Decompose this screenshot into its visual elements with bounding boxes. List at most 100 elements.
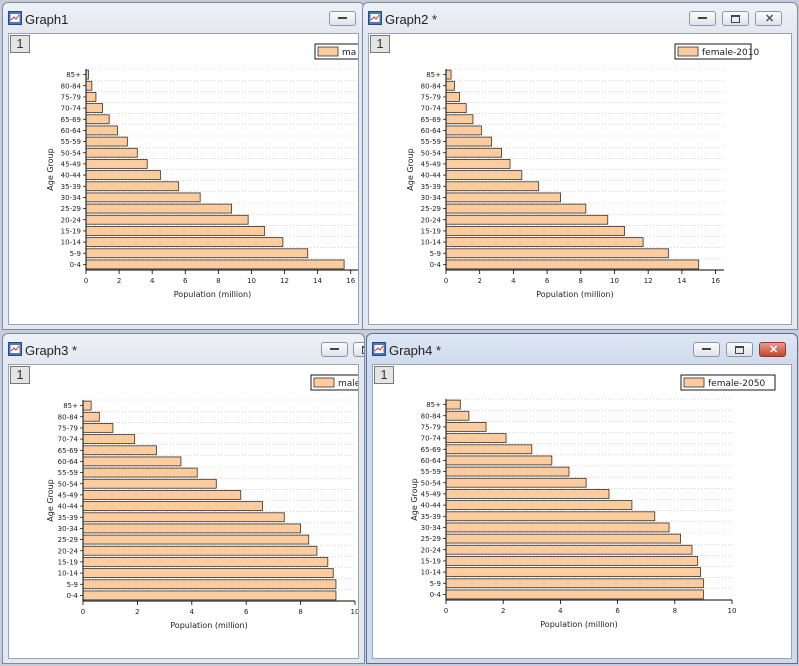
layer-indicator[interactable]: 1: [374, 366, 394, 384]
graph2-window[interactable]: Graph2 * ✕ 1 0-4 5-9 10-14 15-19 20-24 25-29 3…: [362, 2, 798, 330]
bar-5-9[interactable]: [85, 248, 309, 259]
bar-45-49[interactable]: [445, 159, 511, 169]
bar-55-59[interactable]: [85, 136, 128, 147]
bar-60-64[interactable]: [82, 456, 182, 467]
bar-75-79[interactable]: [82, 423, 114, 433]
bar-20-24[interactable]: [445, 214, 609, 225]
minimize-button[interactable]: [693, 342, 720, 357]
legend[interactable]: female-2010: [674, 43, 759, 60]
graph2-titlebar[interactable]: Graph2 * ✕: [363, 3, 797, 33]
layer-indicator[interactable]: 1: [370, 35, 390, 53]
bar-5-9[interactable]: [445, 578, 704, 589]
bar-35-39[interactable]: [445, 181, 540, 192]
bar-55-59[interactable]: [82, 467, 198, 478]
bar-15-19[interactable]: [82, 557, 329, 567]
bar-25-29[interactable]: [82, 534, 310, 545]
bar-65-69[interactable]: [445, 114, 474, 125]
bar-35-39[interactable]: [445, 511, 656, 522]
bar-75-79[interactable]: [85, 92, 97, 102]
graph1-window[interactable]: Graph1 1 0-4 5-9 10-14 15-19 20-24 25-29 30-34…: [2, 2, 365, 330]
bar-75-79[interactable]: [445, 92, 460, 102]
minimize-button[interactable]: [321, 342, 348, 357]
bar-30-34[interactable]: [445, 522, 670, 533]
graph3-client-area[interactable]: 1 0-4 5-9 10-14 15-19 20-24 25-29 30-34 35-39 40…: [8, 364, 359, 659]
legend[interactable]: male-: [310, 374, 359, 391]
bar-20-24[interactable]: [445, 544, 693, 555]
bar-60-64[interactable]: [445, 125, 482, 136]
maximize-button[interactable]: [353, 342, 364, 357]
bar-40-44[interactable]: [85, 170, 161, 180]
bar-45-49[interactable]: [82, 490, 242, 500]
bar-10-14[interactable]: [82, 568, 334, 578]
bar-10-14[interactable]: [445, 237, 644, 247]
bar-40-44[interactable]: [445, 500, 633, 510]
close-button[interactable]: ✕: [759, 342, 786, 357]
bar-80-84[interactable]: [445, 410, 470, 421]
bar-5-9[interactable]: [82, 579, 337, 590]
bar-40-44[interactable]: [82, 501, 263, 511]
bar-65-69[interactable]: [445, 444, 533, 455]
bar-50-54[interactable]: [445, 147, 502, 158]
bar-15-19[interactable]: [445, 226, 625, 236]
graph3-window[interactable]: Graph3 * 1 0-4 5-9 10-14 15-19 20-24 25-29 30-…: [2, 333, 365, 664]
bar-0-4[interactable]: [85, 259, 345, 270]
bar-60-64[interactable]: [445, 455, 553, 466]
bar-20-24[interactable]: [85, 214, 249, 225]
bar-70-74[interactable]: [445, 433, 507, 443]
bar-60-64[interactable]: [85, 125, 118, 136]
bar-30-34[interactable]: [85, 192, 201, 203]
bar-5-9[interactable]: [445, 248, 669, 259]
bar-85+[interactable]: [82, 400, 92, 411]
bar-45-49[interactable]: [445, 489, 610, 499]
bar-25-29[interactable]: [445, 203, 587, 214]
bar-80-84[interactable]: [85, 80, 93, 91]
minimize-button[interactable]: [329, 11, 356, 26]
bar-10-14[interactable]: [445, 567, 701, 577]
bar-35-39[interactable]: [82, 512, 285, 523]
bar-0-4[interactable]: [82, 590, 337, 601]
bar-55-59[interactable]: [445, 136, 492, 147]
graph2-client-area[interactable]: 1 0-4 5-9 10-14 15-19 20-24 25-29 30-34 35-39 40…: [368, 33, 792, 325]
bar-20-24[interactable]: [82, 545, 318, 556]
graph1-client-area[interactable]: 1 0-4 5-9 10-14 15-19 20-24 25-29 30-34 35-39 40…: [8, 33, 359, 325]
bar-15-19[interactable]: [445, 556, 699, 566]
bar-45-49[interactable]: [85, 159, 148, 169]
bar-25-29[interactable]: [85, 203, 233, 214]
bar-75-79[interactable]: [445, 422, 487, 432]
bar-30-34[interactable]: [82, 523, 302, 534]
bar-40-44[interactable]: [445, 170, 523, 180]
bar-50-54[interactable]: [445, 477, 587, 488]
graph4-titlebar[interactable]: Graph4 * ✕: [367, 334, 797, 364]
bar-65-69[interactable]: [82, 445, 157, 456]
bar-50-54[interactable]: [82, 478, 217, 489]
bar-85+[interactable]: [445, 399, 461, 410]
graph4-window[interactable]: Graph4 * ✕ 1 0-4 5-9 10-14 15-19 20-24 25-29 3…: [366, 333, 798, 664]
maximize-button[interactable]: [726, 342, 753, 357]
legend[interactable]: female-2050: [680, 374, 776, 391]
bar-30-34[interactable]: [445, 192, 561, 203]
bar-55-59[interactable]: [445, 466, 570, 477]
graph4-client-area[interactable]: 1 0-4 5-9 10-14 15-19 20-24 25-29 30-34 35-39 40…: [372, 364, 792, 659]
bar-15-19[interactable]: [85, 226, 266, 236]
graph1-titlebar[interactable]: Graph1: [3, 3, 364, 33]
graph3-titlebar[interactable]: Graph3 *: [3, 334, 364, 364]
minimize-button[interactable]: [689, 11, 716, 26]
bar-70-74[interactable]: [85, 103, 103, 113]
legend[interactable]: ma: [314, 43, 359, 60]
bar-0-4[interactable]: [445, 589, 704, 600]
bar-65-69[interactable]: [85, 114, 110, 125]
bar-70-74[interactable]: [82, 434, 136, 444]
bar-70-74[interactable]: [445, 103, 467, 113]
bar-25-29[interactable]: [445, 533, 681, 544]
bar-85+[interactable]: [445, 69, 452, 80]
bar-80-84[interactable]: [445, 80, 455, 91]
maximize-button[interactable]: [722, 11, 749, 26]
close-button[interactable]: ✕: [755, 11, 782, 26]
layer-indicator[interactable]: 1: [10, 366, 30, 384]
layer-indicator[interactable]: 1: [10, 35, 30, 53]
bar-35-39[interactable]: [85, 181, 180, 192]
bar-50-54[interactable]: [85, 147, 138, 158]
bar-0-4[interactable]: [445, 259, 700, 270]
bar-80-84[interactable]: [82, 411, 100, 422]
bar-10-14[interactable]: [85, 237, 284, 247]
